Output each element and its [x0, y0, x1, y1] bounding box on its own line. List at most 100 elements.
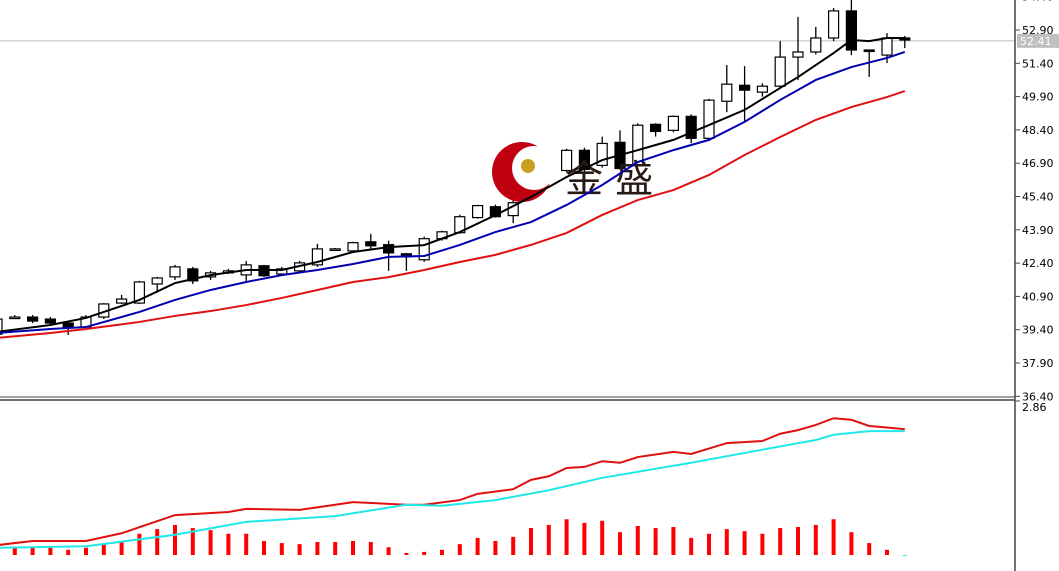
- macd-histogram-bar: [831, 519, 836, 555]
- watermark-logo: 金 盛: [492, 142, 653, 202]
- candle-body-up: [774, 56, 786, 87]
- macd-histogram-bar: [653, 528, 658, 555]
- candle-body-up: [596, 142, 608, 167]
- macd-histogram-bar: [244, 533, 249, 555]
- macd-histogram-bar: [368, 542, 373, 555]
- candle-body-up: [115, 298, 128, 304]
- macd-histogram-bar: [546, 524, 551, 555]
- candle-body-up: [792, 51, 804, 58]
- candle: [596, 136, 608, 168]
- macd-tick-label: 2.86: [1022, 401, 1047, 414]
- candle: [472, 204, 484, 219]
- macd-histogram-bar: [529, 528, 533, 555]
- candle: [115, 294, 128, 304]
- macd-histogram-bar: [208, 530, 213, 555]
- price-tick-label: 39.40: [1022, 324, 1054, 337]
- macd-histogram-bar: [796, 527, 800, 555]
- candle-body-down: [62, 322, 74, 328]
- candle-body-up: [721, 83, 733, 102]
- candle-body-down: [187, 268, 199, 282]
- logo-gold-ball: [521, 159, 535, 173]
- candle-body-up: [827, 10, 840, 39]
- candle-body-down: [685, 115, 697, 139]
- macd-histogram-bar: [849, 532, 854, 555]
- candle-body-up: [169, 266, 181, 278]
- candle: [738, 66, 751, 122]
- macd-histogram-bar: [600, 520, 605, 555]
- price-tick-label: 48.40: [1022, 124, 1054, 137]
- candle-body-down: [738, 84, 751, 91]
- macd-histogram-bar: [119, 541, 124, 555]
- candle: [311, 243, 323, 267]
- candle: [685, 114, 697, 144]
- moving-average-lines: [0, 36, 906, 339]
- candle: [383, 240, 395, 271]
- price-axis: 54.40 52.90 51.40 49.90 48.40 46.90 45.40 43.90…: [1015, 0, 1059, 403]
- candle-body-down: [845, 10, 858, 51]
- candle: [774, 41, 786, 88]
- candle-body-down: [383, 244, 395, 254]
- candle: [187, 266, 199, 284]
- macd-histogram-bar: [724, 529, 729, 555]
- macd-histogram-bar: [564, 519, 569, 555]
- candle: [703, 98, 715, 141]
- candle-body-down: [27, 316, 39, 322]
- candle: [756, 83, 769, 97]
- price-tick-label: 37.90: [1022, 357, 1054, 370]
- candle-body-up: [311, 248, 323, 266]
- macd-histogram-bar: [902, 555, 907, 556]
- candle: [667, 115, 680, 133]
- candle: [44, 317, 57, 326]
- candle-body-up: [810, 37, 822, 53]
- candle: [0, 318, 3, 335]
- candle-body-up: [0, 318, 3, 335]
- candle-body-up: [881, 37, 893, 56]
- candle: [418, 236, 430, 262]
- candle: [240, 260, 252, 283]
- macd-histogram-bar: [493, 541, 498, 555]
- price-tick-label: 36.40: [1022, 390, 1054, 403]
- candle-body-down: [649, 123, 662, 133]
- macd-histogram-bar: [475, 537, 480, 555]
- candle: [649, 123, 662, 137]
- price-tick-label: 45.40: [1022, 191, 1054, 204]
- price-tick-label: 40.90: [1022, 290, 1054, 303]
- macd-histogram-bar: [12, 547, 17, 555]
- macd-histogram-bar: [404, 552, 409, 555]
- macd-histogram-bar: [813, 524, 818, 555]
- candle: [845, 0, 858, 56]
- macd-histogram-bar: [333, 542, 338, 555]
- candle-body-down: [365, 241, 377, 247]
- candle-body-up: [276, 268, 288, 275]
- macd-histogram-bar: [422, 551, 427, 555]
- price-tick-label: 43.90: [1022, 224, 1054, 237]
- macd-histogram-bar: [635, 525, 640, 555]
- macd-histogram-bar: [30, 547, 35, 555]
- moving-average-line: [0, 36, 905, 333]
- candle-body-up: [329, 248, 341, 251]
- macd-histogram-bar: [511, 536, 516, 555]
- macd-histogram-bar: [262, 541, 266, 555]
- macd-line: [0, 430, 905, 549]
- macd-histogram-bar: [760, 533, 765, 555]
- macd-line: [0, 417, 905, 546]
- macd-histogram-bar: [778, 528, 783, 555]
- candle: [560, 148, 573, 173]
- candle: [329, 248, 341, 251]
- candle-body-down: [44, 318, 57, 324]
- candle-body-up: [9, 316, 21, 320]
- macd-panel: 2.86: [0, 400, 1047, 556]
- candle: [632, 123, 644, 167]
- moving-average-line: [0, 51, 906, 334]
- price-tick-label: 46.90: [1022, 157, 1054, 170]
- macd-histogram-bar: [867, 543, 872, 555]
- candle: [151, 276, 163, 293]
- candle-body-up: [703, 99, 715, 139]
- macd-histogram-bar: [440, 549, 444, 555]
- current-price-box: [1017, 33, 1059, 48]
- candle-body-up: [560, 149, 573, 172]
- macd-histogram-bar: [279, 543, 284, 555]
- macd-histogram-bar: [226, 533, 231, 555]
- watermark-text: 金 盛: [565, 157, 653, 201]
